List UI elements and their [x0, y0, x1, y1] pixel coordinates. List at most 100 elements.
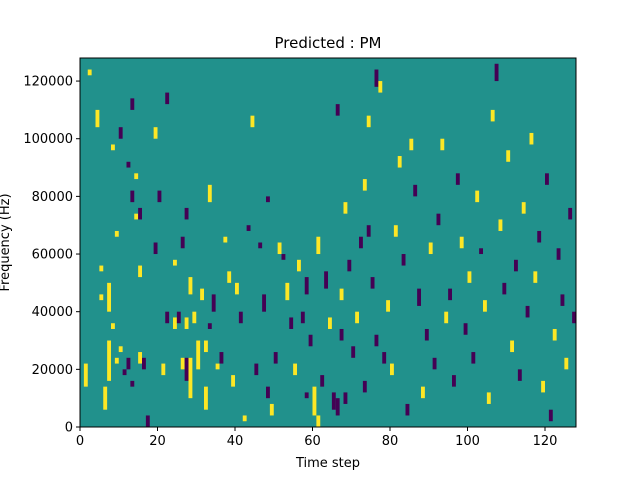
- heatmap-cell: [138, 352, 143, 364]
- heatmap-cell: [378, 81, 383, 93]
- heatmap-cell: [87, 69, 92, 76]
- heatmap-cell: [238, 311, 243, 324]
- y-tick-label: 80000: [32, 190, 73, 205]
- heatmap-cell: [370, 277, 375, 289]
- heatmap-cell: [277, 242, 282, 255]
- y-tick-label: 40000: [32, 305, 73, 320]
- heatmap-cell: [467, 271, 472, 283]
- heatmap-cell: [409, 138, 414, 151]
- heatmap-cell: [556, 248, 561, 260]
- heatmap-cell: [339, 328, 344, 341]
- heatmap-cell: [564, 357, 569, 370]
- heatmap-cell: [436, 213, 441, 226]
- heatmap-cell: [347, 259, 352, 272]
- heatmap-cell: [130, 98, 135, 110]
- heatmap-cell: [200, 288, 205, 301]
- heatmap-cell: [560, 294, 565, 306]
- heatmap-cell: [308, 334, 313, 347]
- heatmap-cell: [494, 63, 499, 82]
- heatmap-cell: [188, 277, 193, 295]
- heatmap-cell: [417, 288, 422, 306]
- heatmap-cell: [99, 294, 104, 301]
- heatmap-cell: [161, 363, 166, 376]
- y-axis-label: Frequency (Hz): [0, 193, 13, 291]
- heatmap-cell: [118, 127, 123, 139]
- heatmap-cell: [390, 363, 394, 376]
- heatmap-cell: [537, 230, 542, 243]
- heatmap-cell: [297, 259, 301, 272]
- heatmap-cell: [521, 202, 526, 214]
- heatmap-cell: [335, 104, 340, 116]
- heatmap-cell: [176, 311, 181, 324]
- y-tick-label: 60000: [32, 248, 73, 263]
- heatmap-cell: [552, 328, 557, 341]
- x-axis: 0 20 40 60 80 100 120: [76, 427, 557, 449]
- heatmap-cell: [448, 288, 453, 301]
- heatmap-cell: [281, 254, 286, 260]
- heatmap-cell: [215, 363, 220, 370]
- heatmap-cell: [455, 173, 460, 185]
- heatmap-cell: [366, 115, 371, 128]
- heatmap-cell: [471, 352, 476, 364]
- heatmap-cell: [188, 357, 193, 399]
- heatmap-cell: [459, 236, 464, 249]
- heatmap-cell: [304, 277, 309, 295]
- heatmap-cell: [184, 207, 189, 220]
- heatmap-cell: [142, 357, 146, 370]
- heatmap-cell: [413, 184, 418, 197]
- heatmap-cell: [316, 236, 321, 255]
- plot-frame: [79, 57, 577, 428]
- heatmap-cell: [444, 311, 449, 324]
- x-tick-label: 80: [382, 434, 399, 449]
- heatmap-cell: [83, 363, 88, 387]
- heatmap-cell: [490, 109, 495, 122]
- heatmap-cell: [114, 230, 119, 237]
- heatmap-cell: [269, 403, 274, 416]
- heatmap-cell: [126, 161, 131, 168]
- heatmap-cell: [405, 403, 410, 416]
- x-tick-label: 60: [304, 434, 321, 449]
- plot-area: [79, 57, 577, 428]
- heatmap-cell: [374, 69, 379, 87]
- heatmap-cell: [130, 190, 135, 203]
- heatmap-cell: [165, 92, 170, 105]
- heatmap-cell: [525, 305, 530, 318]
- heatmap-cell: [153, 242, 158, 255]
- heatmap-cell: [138, 265, 143, 278]
- heatmap-cell: [320, 375, 325, 387]
- heatmap-cell: [293, 363, 298, 376]
- heatmap-cell: [362, 179, 367, 191]
- heatmap-cell: [479, 248, 484, 255]
- heatmap-cell: [374, 334, 379, 347]
- heatmap-cell: [207, 184, 212, 203]
- x-tick-label: 20: [149, 434, 166, 449]
- heatmap-cell: [134, 173, 139, 180]
- heatmap-cell: [440, 138, 445, 151]
- heatmap-cell: [173, 259, 177, 266]
- heatmap-cell: [103, 386, 108, 410]
- heatmap-cell: [246, 225, 251, 231]
- y-tick-label: 0: [65, 421, 73, 436]
- x-tick-label: 0: [76, 434, 84, 449]
- heatmap-cell: [351, 346, 356, 358]
- heatmap-cell: [386, 300, 391, 312]
- heatmap-cell: [266, 196, 270, 203]
- heatmap-cell: [254, 363, 259, 376]
- heatmap-cell: [502, 282, 507, 295]
- chart-title: Predicted : PM: [275, 34, 382, 52]
- heatmap-cell: [111, 323, 115, 329]
- heatmap-cell: [428, 242, 433, 255]
- heatmap-cell: [316, 415, 321, 427]
- heatmap-cell: [95, 109, 100, 128]
- x-tick-label: 100: [455, 434, 480, 449]
- heatmap-cell: [231, 375, 236, 387]
- heatmap-cell: [130, 380, 135, 387]
- heatmap-cell: [250, 115, 255, 128]
- heatmap-cell: [452, 375, 456, 387]
- heatmap-cell: [393, 225, 398, 237]
- heatmap-cell: [355, 311, 360, 324]
- heatmap-cell: [180, 357, 185, 370]
- y-tick-label: 100000: [23, 132, 73, 147]
- heatmap-cell: [486, 392, 491, 404]
- y-tick-label: 20000: [32, 363, 73, 378]
